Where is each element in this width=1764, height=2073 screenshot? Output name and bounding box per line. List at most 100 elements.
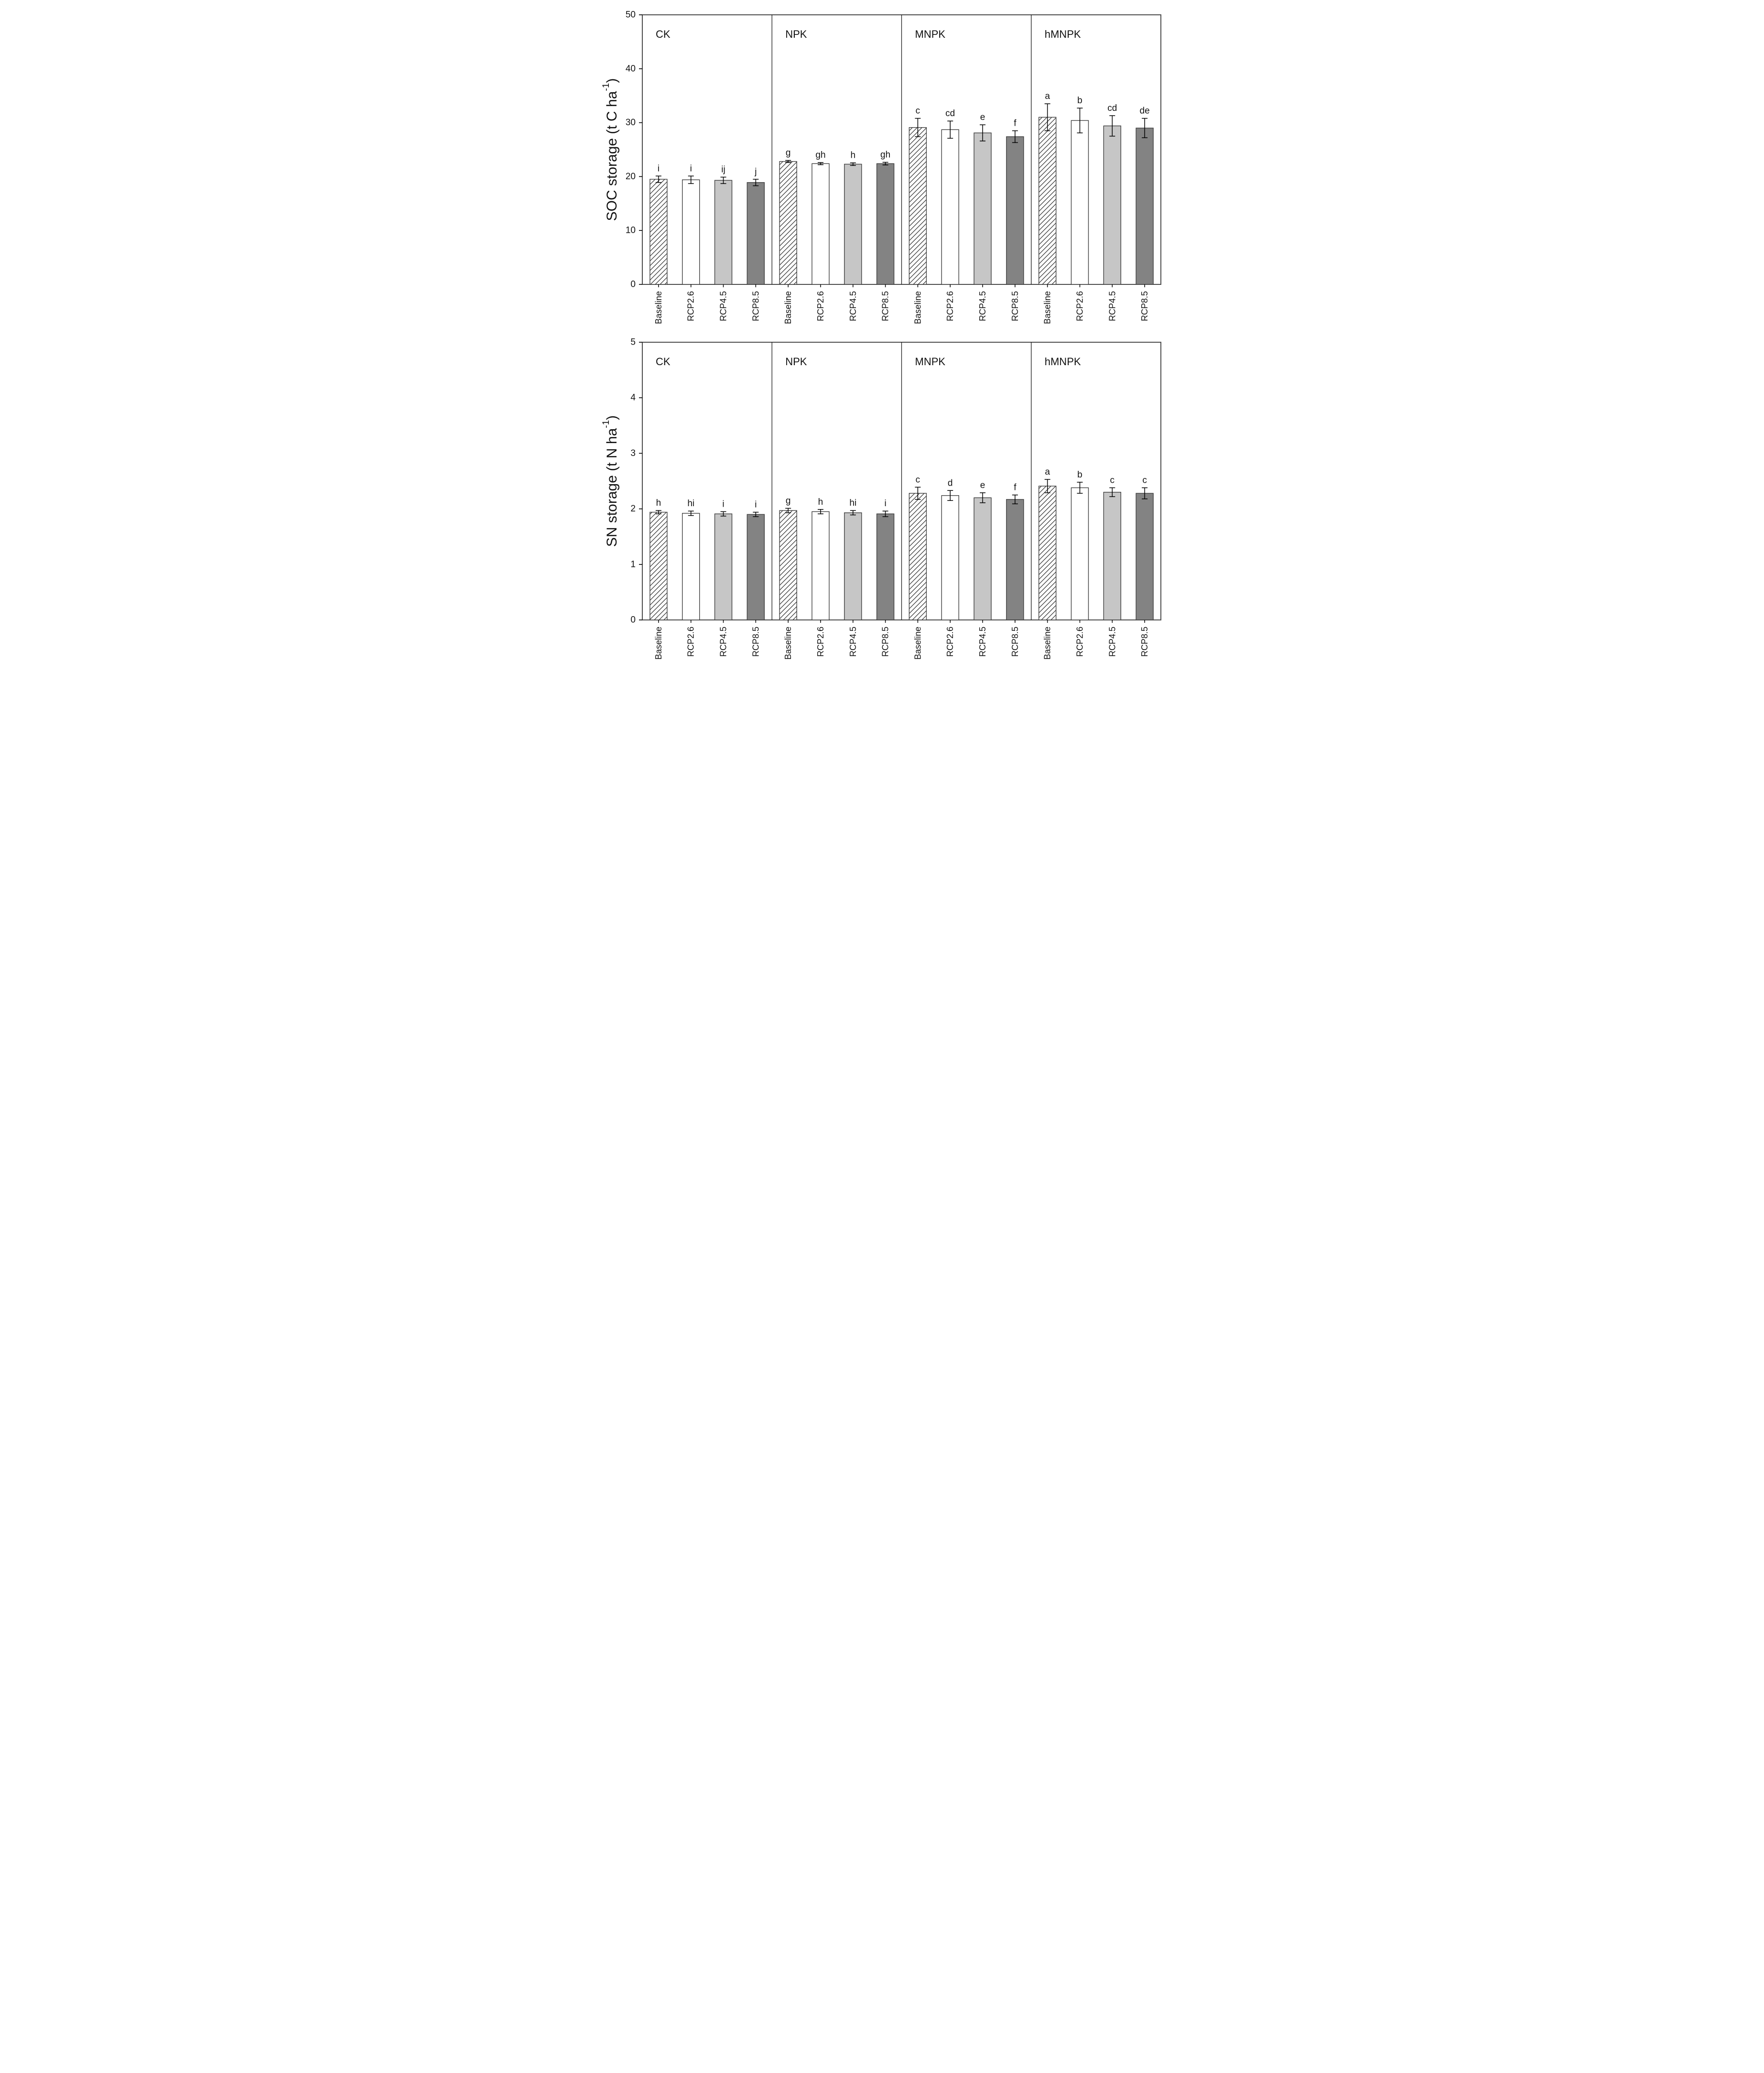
- y-tick-label: 20: [625, 172, 635, 182]
- bar-NPK-RCP2.6: [811, 511, 830, 620]
- sig-letter: f: [1014, 483, 1017, 493]
- x-category-label: Baseline: [1042, 291, 1052, 324]
- sig-letter: h: [818, 497, 823, 507]
- sig-letter: g: [785, 148, 790, 158]
- sig-letter: gh: [880, 150, 890, 160]
- sig-letter: i: [722, 499, 724, 509]
- bar-MNPK-RCP4.5: [973, 497, 992, 620]
- x-category-label: RCP4.5: [848, 291, 857, 321]
- x-category-label: RCP8.5: [880, 291, 890, 321]
- panel-title-NPK: NPK: [785, 28, 807, 40]
- x-category-label: RCP4.5: [978, 627, 987, 657]
- sig-letter: d: [947, 478, 952, 488]
- panel-title-CK: CK: [656, 28, 671, 40]
- x-category-label: Baseline: [783, 627, 793, 660]
- panel-title-hMNPK: hMNPK: [1044, 28, 1081, 40]
- y-tick-label: 0: [630, 615, 636, 625]
- x-category-label: RCP4.5: [848, 627, 857, 657]
- y-tick-label: 5: [630, 337, 636, 347]
- sig-letter: hi: [849, 498, 856, 508]
- sig-letter: i: [755, 500, 757, 510]
- bar-MNPK-Baseline: [909, 493, 927, 620]
- sig-letter: e: [980, 480, 985, 490]
- panel-title-MNPK: MNPK: [915, 356, 945, 368]
- bar-CK-RCP4.5: [714, 513, 732, 620]
- bar-hMNPK-RCP4.5: [1103, 492, 1121, 620]
- bar-NPK-Baseline: [779, 510, 797, 620]
- x-category-label: Baseline: [913, 627, 922, 660]
- bar-NPK-RCP8.5: [876, 163, 894, 285]
- sig-letter: g: [785, 496, 790, 506]
- y-tick-label: 40: [625, 64, 635, 74]
- x-category-label: RCP2.6: [1075, 291, 1084, 321]
- bar-hMNPK-RCP8.5: [1135, 493, 1154, 620]
- sig-letter: i: [884, 499, 886, 509]
- bar-MNPK-RCP2.6: [941, 129, 959, 285]
- x-category-label: Baseline: [783, 291, 793, 324]
- bar-CK-RCP4.5: [714, 180, 732, 285]
- x-category-label: RCP8.5: [1140, 291, 1149, 321]
- bar-MNPK-RCP8.5: [1006, 499, 1024, 620]
- y-tick-label: 1: [630, 559, 636, 569]
- sig-letter: f: [1014, 119, 1017, 129]
- x-category-label: RCP4.5: [718, 627, 728, 657]
- panel-title-MNPK: MNPK: [915, 28, 945, 40]
- y-axis-label: SOC storage (t C ha-1): [601, 78, 619, 221]
- bar-CK-RCP8.5: [747, 182, 765, 285]
- sig-letter: e: [980, 112, 985, 122]
- x-category-label: RCP4.5: [718, 291, 728, 321]
- x-category-label: RCP2.6: [686, 291, 695, 321]
- x-category-label: RCP4.5: [1107, 627, 1117, 657]
- bar-MNPK-RCP8.5: [1006, 136, 1024, 285]
- sig-letter: hi: [687, 499, 694, 509]
- y-axis-label: SN storage (t N ha-1): [601, 415, 619, 547]
- bar-NPK-RCP8.5: [876, 513, 894, 620]
- sig-letter: c: [915, 106, 920, 116]
- bar-CK-RCP8.5: [747, 514, 765, 620]
- x-category-label: RCP2.6: [815, 627, 825, 657]
- x-category-label: RCP8.5: [751, 291, 760, 321]
- x-category-label: RCP2.6: [1075, 627, 1084, 657]
- x-category-label: Baseline: [913, 291, 922, 324]
- bar-NPK-RCP4.5: [844, 512, 862, 620]
- x-category-label: RCP4.5: [978, 291, 987, 321]
- x-category-label: Baseline: [653, 627, 663, 660]
- sig-letter: i: [690, 163, 692, 174]
- sig-letter: cd: [1107, 103, 1117, 113]
- panel-title-hMNPK: hMNPK: [1044, 356, 1081, 368]
- bar-hMNPK-RCP2.6: [1071, 487, 1089, 620]
- bar-NPK-Baseline: [779, 161, 797, 285]
- x-category-label: RCP8.5: [751, 627, 760, 657]
- sig-letter: b: [1077, 470, 1082, 480]
- bar-NPK-RCP2.6: [811, 163, 830, 285]
- x-category-label: RCP4.5: [1107, 291, 1117, 321]
- x-category-label: RCP2.6: [815, 291, 825, 321]
- sig-letter: c: [1110, 475, 1115, 485]
- x-category-label: RCP8.5: [1010, 291, 1019, 321]
- sig-letter: b: [1077, 96, 1082, 106]
- sig-letter: a: [1045, 91, 1050, 101]
- bar-MNPK-RCP2.6: [941, 495, 959, 620]
- y-tick-label: 2: [630, 504, 636, 514]
- bar-hMNPK-RCP4.5: [1103, 125, 1121, 285]
- sig-letter: de: [1139, 106, 1149, 116]
- y-tick-label: 30: [625, 118, 635, 128]
- sig-letter: c: [1142, 475, 1147, 485]
- panel-title-NPK: NPK: [785, 356, 807, 368]
- sig-letter: i: [657, 163, 659, 174]
- bar-CK-RCP2.6: [682, 179, 700, 285]
- x-category-label: RCP2.6: [945, 627, 955, 657]
- bar-hMNPK-RCP8.5: [1135, 128, 1154, 285]
- x-category-label: Baseline: [1042, 627, 1052, 660]
- bar-CK-Baseline: [649, 511, 668, 620]
- bar-hMNPK-Baseline: [1038, 117, 1056, 285]
- sig-letter: c: [915, 475, 920, 485]
- panel-title-CK: CK: [656, 356, 671, 368]
- bar-hMNPK-Baseline: [1038, 486, 1056, 620]
- sig-letter: cd: [945, 109, 955, 119]
- bar-CK-RCP2.6: [682, 513, 700, 620]
- figure-container: 0 10 20 30 40 50 SOC storage (t C ha-1) CK i Base…: [595, 0, 1169, 674]
- sig-letter: h: [656, 498, 661, 508]
- y-tick-label: 3: [630, 448, 636, 458]
